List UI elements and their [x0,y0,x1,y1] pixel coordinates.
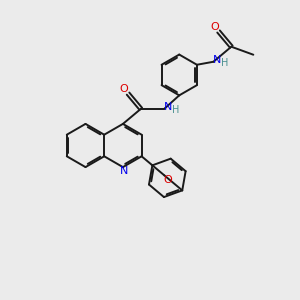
Text: O: O [164,175,172,185]
Text: O: O [119,84,128,94]
Text: N: N [164,102,172,112]
Text: H: H [172,105,179,116]
Text: H: H [220,58,228,68]
Text: O: O [210,22,219,32]
Text: N: N [213,55,221,65]
Text: N: N [120,166,128,176]
